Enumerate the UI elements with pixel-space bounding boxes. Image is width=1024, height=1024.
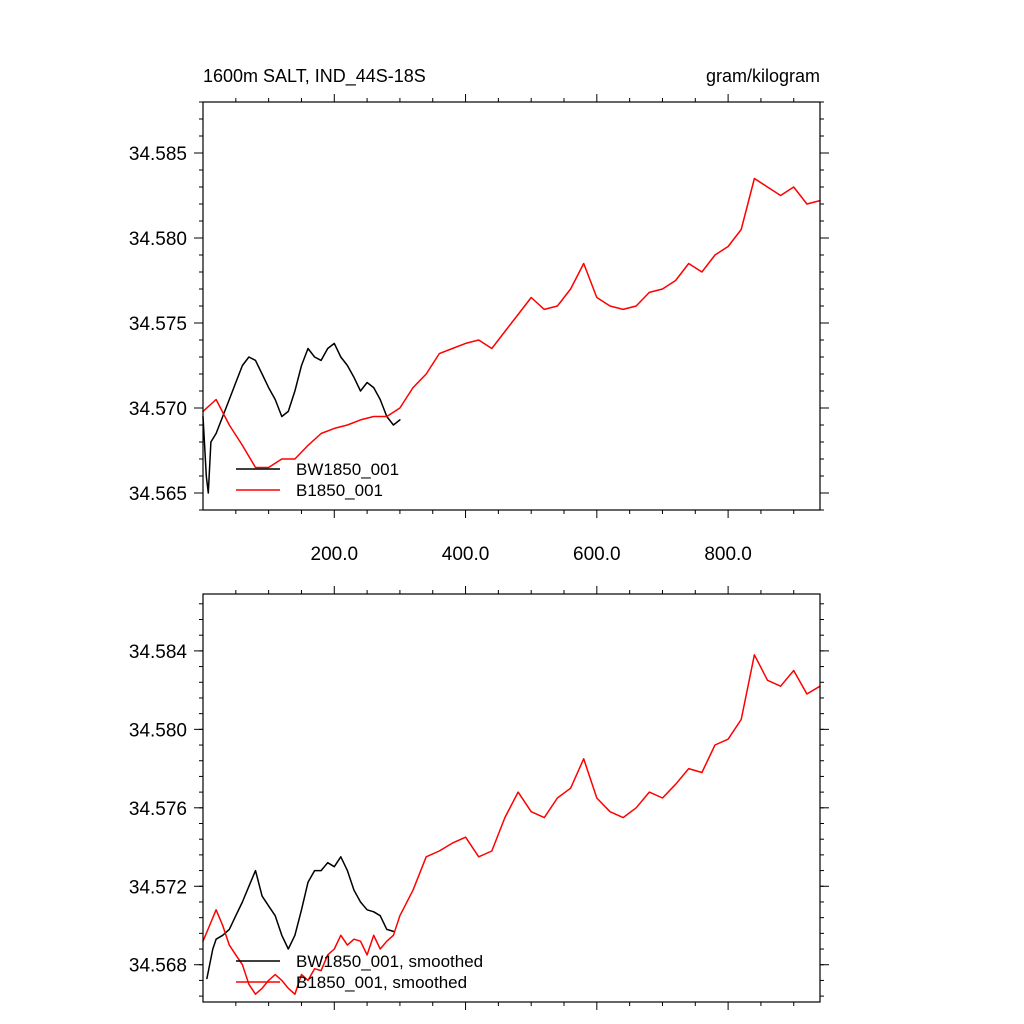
- x-tick-label: 600.0: [573, 544, 621, 565]
- legend-label: B1850_001, smoothed: [296, 973, 467, 992]
- bottom-chart-panel: 34.568 34.572 34.576 34.580 34.584 BW1850_00…: [129, 586, 829, 1010]
- bottom-chart-legend: BW1850_001, smoothed B1850_001, smoothed: [236, 952, 483, 992]
- bottom-chart-plot-frame: [202, 593, 821, 1003]
- top-chart-plot-frame: [202, 101, 821, 511]
- series-line: [202, 342, 401, 494]
- y-tick-label: 34.572: [129, 877, 187, 898]
- y-tick-label: 34.584: [129, 642, 188, 663]
- legend-label: BW1850_001: [296, 460, 399, 479]
- y-tick-label: 34.568: [129, 956, 187, 977]
- y-tick-label: 34.575: [129, 314, 187, 335]
- chart-units-label: gram/kilogram: [706, 66, 820, 86]
- top-chart-series: [202, 177, 821, 494]
- y-tick-label: 34.585: [129, 144, 187, 165]
- y-tick-label: 34.576: [129, 799, 187, 820]
- top-chart-legend: BW1850_001 B1850_001: [236, 460, 399, 500]
- series-line: [202, 654, 821, 995]
- top-chart-ticks: 200.0 400.0 600.0 800.0 34.565 34.570 34.575 34…: [129, 94, 829, 565]
- x-tick-label: 400.0: [442, 544, 490, 565]
- series-line: [202, 177, 821, 469]
- y-tick-label: 34.580: [129, 229, 187, 250]
- y-tick-label: 34.565: [129, 484, 187, 505]
- bottom-chart-series: [202, 654, 821, 995]
- chart-title-left: 1600m SALT, IND_44S-18S: [203, 66, 426, 87]
- legend-label: BW1850_001, smoothed: [296, 952, 483, 971]
- series-line: [206, 856, 395, 980]
- y-tick-label: 34.580: [129, 720, 187, 741]
- legend-label: B1850_001: [296, 481, 383, 500]
- x-tick-label: 800.0: [704, 544, 752, 565]
- bottom-chart-ticks: 34.568 34.572 34.576 34.580 34.584: [129, 586, 829, 1010]
- y-tick-label: 34.570: [129, 399, 187, 420]
- x-tick-label: 200.0: [311, 544, 359, 565]
- top-chart-panel: 1600m SALT, IND_44S-18S gram/kilogram 20…: [129, 66, 829, 565]
